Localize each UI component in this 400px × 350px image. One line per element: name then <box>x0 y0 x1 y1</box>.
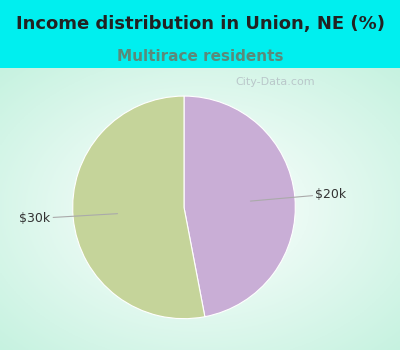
Wedge shape <box>73 96 205 318</box>
Wedge shape <box>184 96 295 317</box>
Text: City-Data.com: City-Data.com <box>235 77 315 86</box>
Text: Income distribution in Union, NE (%): Income distribution in Union, NE (%) <box>16 15 384 33</box>
Text: $20k: $20k <box>250 188 346 201</box>
Text: Multirace residents: Multirace residents <box>117 49 283 64</box>
Text: $30k: $30k <box>19 212 118 225</box>
